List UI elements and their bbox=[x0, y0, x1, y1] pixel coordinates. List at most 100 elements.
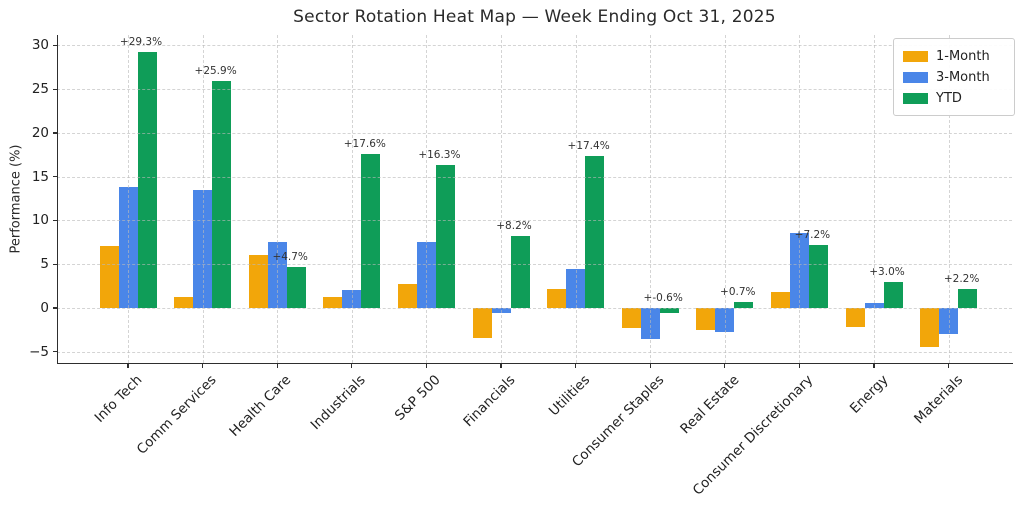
bar-value-label: +3.0% bbox=[869, 265, 905, 278]
h-gridline bbox=[57, 264, 1012, 266]
h-gridline bbox=[57, 351, 1012, 353]
bottom-spine bbox=[57, 363, 1013, 365]
h-gridline bbox=[57, 132, 1012, 134]
y-tick-label: 15 bbox=[31, 168, 49, 185]
x-tick-label-comm-services: Comm Services bbox=[134, 372, 220, 458]
legend-swatch-icon bbox=[903, 51, 928, 62]
y-tickmark bbox=[53, 132, 57, 134]
v-gridline bbox=[128, 35, 129, 363]
legend-swatch-icon bbox=[903, 93, 928, 104]
x-tickmark bbox=[202, 364, 204, 368]
x-tick-label-health-care: Health Care bbox=[226, 372, 295, 440]
y-tick-label: 20 bbox=[31, 124, 49, 141]
h-gridline bbox=[57, 45, 1012, 47]
v-gridline bbox=[202, 35, 204, 363]
v-gridline bbox=[948, 35, 950, 363]
h-gridline bbox=[57, 307, 1012, 309]
bar-ytd-financials bbox=[510, 236, 530, 308]
v-gridline bbox=[277, 35, 279, 363]
legend-item-3-month: 3-Month bbox=[903, 67, 1006, 88]
x-tickmark bbox=[798, 364, 801, 368]
bar-ytd-utilities bbox=[585, 155, 605, 308]
legend-item-ytd: YTD bbox=[903, 88, 1006, 109]
bar-ytd-comm-services bbox=[212, 81, 232, 308]
h-gridline bbox=[57, 220, 1012, 222]
bar-1-month-financials bbox=[472, 307, 492, 338]
bar-value-label: +4.7% bbox=[272, 250, 308, 263]
bar-1-month-real-estate bbox=[696, 307, 716, 330]
bar-1-month-industrials bbox=[323, 297, 343, 308]
x-tickmark bbox=[127, 364, 129, 368]
y-tickmark bbox=[53, 44, 57, 47]
legend-swatch-icon bbox=[903, 72, 928, 83]
x-tick-label-materials: Materials bbox=[910, 372, 966, 428]
bar-ytd-info-tech bbox=[137, 51, 157, 308]
bar-value-label: +25.9% bbox=[194, 65, 237, 78]
bar-value-label: +17.6% bbox=[343, 137, 386, 150]
bar-1-month-utilities bbox=[547, 288, 567, 308]
bar-value-label: +-0.6% bbox=[643, 291, 683, 304]
bar-ytd-materials bbox=[958, 288, 978, 308]
bar-value-label: +8.2% bbox=[496, 220, 532, 233]
bar-ytd-industrials bbox=[361, 153, 381, 308]
x-tickmark bbox=[649, 364, 651, 368]
y-tick-label: −5 bbox=[29, 343, 49, 360]
v-gridline bbox=[799, 35, 801, 363]
x-tickmark bbox=[276, 364, 278, 368]
bar-ytd-health-care bbox=[286, 266, 306, 308]
v-gridline bbox=[575, 35, 577, 363]
v-gridline bbox=[724, 35, 726, 363]
bar-ytd-consumer-discretionary bbox=[808, 244, 828, 308]
y-tickmark bbox=[53, 351, 57, 353]
x-tickmark bbox=[724, 364, 726, 368]
bar-1-month-s-p-500 bbox=[397, 284, 417, 308]
v-gridline bbox=[501, 35, 502, 363]
bar-value-label: +0.7% bbox=[720, 285, 756, 298]
y-tick-label: 5 bbox=[40, 256, 49, 273]
v-gridline bbox=[874, 35, 875, 363]
v-gridline bbox=[650, 35, 652, 363]
y-tick-label: 0 bbox=[40, 299, 49, 316]
x-tick-label-utilities: Utilities bbox=[545, 372, 593, 420]
h-gridline bbox=[57, 176, 1012, 178]
y-tick-label: 10 bbox=[31, 212, 49, 229]
bar-ytd-consumer-staples bbox=[659, 307, 679, 314]
bar-value-label: +2.2% bbox=[943, 272, 980, 285]
chart-title: Sector Rotation Heat Map — Week Ending O… bbox=[293, 7, 776, 27]
y-tick-label: 25 bbox=[31, 81, 49, 98]
bar-1-month-info-tech bbox=[99, 245, 119, 308]
bar-1-month-consumer-discretionary bbox=[770, 292, 790, 308]
legend-item-1-month: 1-Month bbox=[903, 46, 1006, 67]
bar-value-label: +16.3% bbox=[418, 149, 461, 162]
left-spine bbox=[57, 35, 59, 363]
legend-label: YTD bbox=[936, 91, 962, 106]
x-tickmark bbox=[948, 364, 950, 368]
y-tickmark bbox=[53, 263, 57, 265]
x-tickmark bbox=[873, 364, 875, 368]
legend-label: 1-Month bbox=[936, 49, 990, 64]
y-tickmark bbox=[53, 176, 57, 178]
y-tickmark bbox=[53, 219, 57, 222]
legend-label: 3-Month bbox=[936, 70, 990, 85]
x-tick-label-energy: Energy bbox=[846, 372, 892, 417]
x-tickmark bbox=[351, 364, 353, 368]
bar-value-label: +29.3% bbox=[119, 35, 163, 48]
bar-1-month-energy bbox=[845, 307, 865, 328]
v-gridline bbox=[426, 35, 428, 363]
bar-1-month-consumer-staples bbox=[621, 307, 641, 328]
x-tick-label-info-tech: Info Tech bbox=[91, 372, 146, 426]
bar-ytd-real-estate bbox=[734, 301, 754, 308]
legend: 1-Month 3-Month YTD bbox=[893, 38, 1015, 116]
bar-ytd-energy bbox=[883, 281, 903, 308]
bar-1-month-materials bbox=[920, 307, 940, 348]
bar-1-month-comm-services bbox=[174, 296, 194, 308]
x-tick-label-financials: Financials bbox=[460, 372, 519, 431]
x-tickmark bbox=[425, 364, 428, 368]
bar-ytd-s-p-500 bbox=[435, 165, 455, 308]
y-tickmark bbox=[53, 88, 57, 90]
x-tick-label-industrials: Industrials bbox=[308, 372, 370, 434]
x-tickmark bbox=[500, 364, 502, 368]
x-tick-label-s-p-500: S&P 500 bbox=[391, 372, 444, 424]
